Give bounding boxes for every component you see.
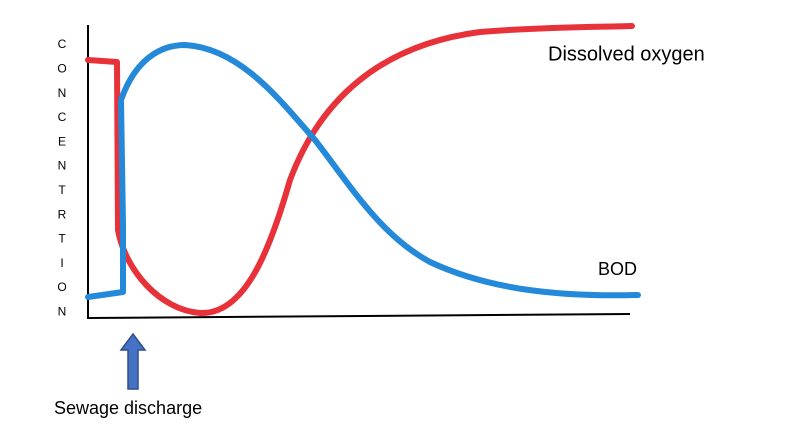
y-axis-letter: T: [58, 183, 66, 197]
y-axis-letter: O: [57, 61, 66, 75]
y-axis-letter: I: [60, 256, 63, 270]
bod-label: BOD: [598, 259, 637, 279]
x-axis: [87, 313, 631, 319]
y-axis-letter: R: [58, 207, 67, 221]
y-axis-letter: O: [57, 280, 66, 294]
discharge-arrow: [119, 332, 147, 390]
y-axis-letter: T: [58, 232, 66, 246]
dissolved-oxygen-curve: [85, 23, 635, 317]
y-axis-letter: N: [58, 86, 67, 100]
y-axis-letter: C: [58, 110, 67, 124]
y-axis-letter: C: [58, 37, 67, 51]
bod-curve: [85, 42, 641, 300]
y-axis-letter: E: [58, 134, 66, 148]
y-axis-letter: N: [58, 304, 67, 318]
dissolved-oxygen-label: Dissolved oxygen: [548, 43, 705, 65]
arrow-label: Sewage discharge: [54, 398, 202, 418]
y-axis-letter: N: [58, 159, 67, 173]
